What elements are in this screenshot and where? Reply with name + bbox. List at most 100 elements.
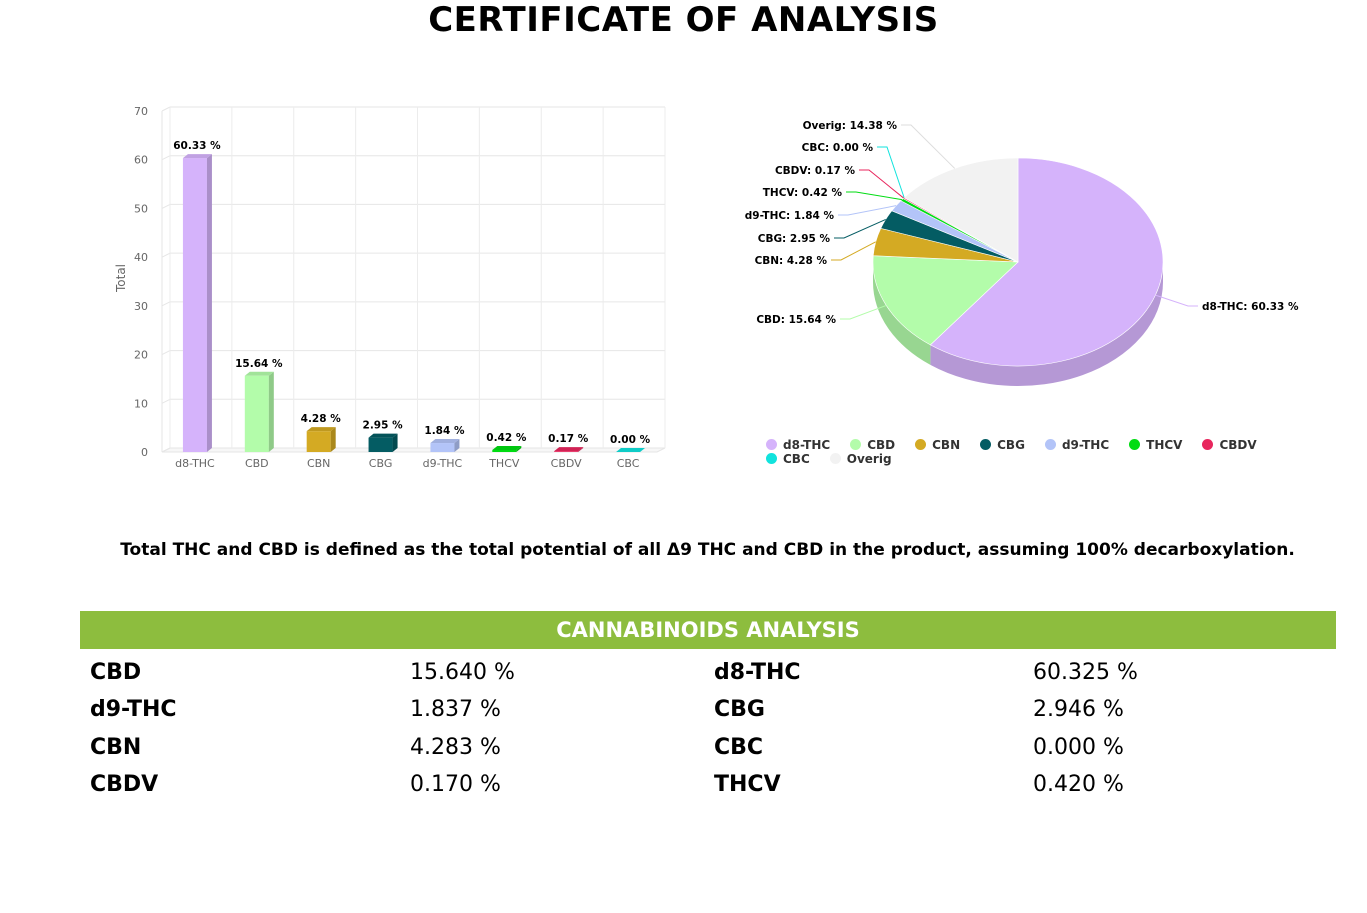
legend-item[interactable]: THCV <box>1129 438 1182 452</box>
pie-data-label: d9-THC: 1.84 % <box>745 210 835 222</box>
bar <box>430 439 460 452</box>
x-tick-label: CBD <box>245 457 269 470</box>
chart-floor <box>161 447 666 453</box>
legend-marker <box>915 439 927 450</box>
pie-data-label: CBG: 2.95 % <box>758 233 831 245</box>
pie-label-connector <box>840 304 887 320</box>
bar-front <box>368 437 393 452</box>
y-tick-label: 50 <box>134 202 148 215</box>
y-gridline-depth <box>161 252 171 258</box>
legend-item[interactable]: CBG <box>980 438 1025 452</box>
pie-label-connector <box>838 205 897 216</box>
bar-data-label: 1.84 % <box>424 425 465 437</box>
bar-side <box>516 445 522 452</box>
pie-label-connector <box>831 241 876 261</box>
bar-data-label: 15.64 % <box>235 358 283 370</box>
x-tick-label: d8-THC <box>175 457 215 470</box>
cannabinoid-name: CBN <box>90 735 142 760</box>
legend-marker <box>766 439 777 450</box>
pie-data-label: THCV: 0.42 % <box>763 187 843 199</box>
y-tick-label: 20 <box>134 349 148 362</box>
pie-data-label: CBD: 15.64 % <box>756 314 836 326</box>
y-gridline-depth <box>161 447 171 453</box>
bar <box>492 445 522 452</box>
bar-side <box>454 439 460 452</box>
pie-data-label: CBC: 0.00 % <box>802 142 874 154</box>
bar <box>616 448 646 452</box>
bar-top <box>554 447 584 452</box>
legend-item[interactable]: CBD <box>850 438 895 452</box>
decarboxylation-note: Total THC and CBD is defined as the tota… <box>120 540 1295 560</box>
legend-label: CBD <box>867 438 896 452</box>
bar-front <box>554 451 579 452</box>
legend-label: THCV <box>1146 438 1183 452</box>
legend-marker <box>1129 439 1141 450</box>
y-tick-label: 10 <box>134 397 148 410</box>
y-tick-label: 0 <box>141 446 148 459</box>
legend-label: CBG <box>997 438 1025 452</box>
pie-data-label: CBN: 4.28 % <box>755 255 828 267</box>
pie-depth <box>873 262 1163 386</box>
legend-label: d9-THC <box>1061 438 1110 452</box>
bar-data-label: 0.42 % <box>486 432 527 444</box>
analysis-row: d9-THC 1.837 % CBG 2.946 % <box>80 691 1336 728</box>
bar-top <box>368 433 398 438</box>
legend-label: d8-THC <box>783 438 831 452</box>
y-gridline-depth <box>161 398 171 404</box>
pie-legend: d8-THC CBD CBN CBG d9-THC THCV CBDV CBC Overig <box>766 438 1326 466</box>
bar-side <box>392 433 398 452</box>
bar-top <box>616 448 646 452</box>
pie-data-label: CBDV: 0.17 % <box>775 165 855 177</box>
cannabinoid-name: d8-THC <box>714 660 801 685</box>
pie-data-label: Overig: 14.38 % <box>803 120 898 132</box>
cannabinoid-name: THCV <box>714 772 781 797</box>
pie-slice <box>929 157 1164 367</box>
bar-side <box>330 427 336 452</box>
bar-chart: 0 10 20 30 40 50 60 70 Total 60.33 % d8-THC 15.64 %… <box>114 105 666 470</box>
legend-item[interactable]: Overig <box>829 452 892 466</box>
analysis-row: CBDV 0.170 % THCV 0.420 % <box>80 766 1336 803</box>
bar-top <box>306 427 336 432</box>
cannabinoid-value: 0.000 % <box>1033 735 1124 760</box>
legend-label: CBDV <box>1219 438 1257 452</box>
cannabinoids-analysis-header: CANNABINOIDS ANALYSIS <box>80 611 1336 649</box>
y-gridline-depth <box>161 203 171 209</box>
analysis-row: CBD 15.640 % d8-THC 60.325 % <box>80 654 1336 691</box>
legend-item[interactable]: d9-THC <box>1044 438 1110 452</box>
cannabinoid-value: 0.420 % <box>1033 772 1124 797</box>
legend-item[interactable]: d8-THC <box>766 438 830 452</box>
cannabinoid-value: 60.325 % <box>1033 660 1138 685</box>
bar-data-label: 60.33 % <box>173 140 221 152</box>
bar-side <box>268 371 274 452</box>
bar-side <box>578 447 584 452</box>
cannabinoid-name: CBDV <box>90 772 159 797</box>
y-gridline-depth <box>161 301 171 307</box>
y-gridline-depth <box>161 350 171 356</box>
pie-slice <box>872 255 1019 346</box>
cannabinoid-value: 2.946 % <box>1033 697 1124 722</box>
bar-data-label: 0.00 % <box>610 434 651 446</box>
pie-label-connector <box>859 169 904 199</box>
cannabinoid-name: CBD <box>90 660 142 685</box>
bar-side <box>206 154 212 452</box>
y-axis-label: Total <box>114 264 128 293</box>
pie-slice-side <box>873 262 931 365</box>
legend-item[interactable]: CBDV <box>1202 438 1257 452</box>
legend-marker <box>1202 439 1214 450</box>
bar-top <box>492 445 522 450</box>
y-tick-label: 40 <box>134 251 148 264</box>
bar-top <box>430 439 460 444</box>
bar-front <box>182 158 207 452</box>
bar-data-label: 0.17 % <box>548 433 589 445</box>
cannabinoid-value: 0.170 % <box>410 772 501 797</box>
y-tick-label: 60 <box>134 154 148 167</box>
legend-item[interactable]: CBC <box>766 452 810 466</box>
y-tick-label: 30 <box>134 300 148 313</box>
pie-label-connector <box>834 218 886 239</box>
pie-label-connector <box>877 146 905 198</box>
page-title: CERTIFICATE OF ANALYSIS <box>428 0 939 40</box>
legend-item[interactable]: CBN <box>915 438 960 452</box>
legend-marker <box>829 453 841 464</box>
pie-data-label: d8-THC: 60.33 % <box>1202 301 1299 313</box>
bar <box>554 447 584 452</box>
